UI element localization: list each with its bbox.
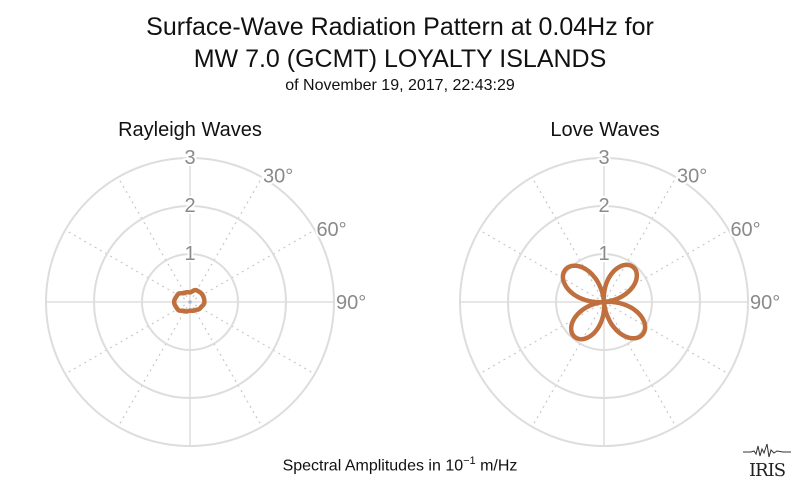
chart-subtitle: of November 19, 2017, 22:43:29 [285, 77, 515, 94]
love-radial-gridline [478, 229, 605, 303]
love-radial-gridline [603, 301, 730, 375]
rayleigh-center-point [188, 300, 192, 304]
rayleigh-radial-gridline [189, 301, 316, 375]
rayleigh-radial-gridline [117, 301, 191, 428]
rayleigh-radial-gridline [189, 229, 316, 303]
rayleigh-ring-2 [93, 205, 287, 399]
love-panel-title: Love Waves [550, 119, 660, 141]
rayleigh-angle-tick-label: 90° [336, 292, 366, 314]
love-radial-gridline [531, 176, 605, 303]
rayleigh-radial-tick-label: 1 [184, 243, 195, 265]
footer-units: Spectral Amplitudes in 10−1 m/Hz [0, 455, 800, 475]
rayleigh-radial-gridline [64, 301, 191, 375]
rayleigh-angle-tick-label: 30° [263, 166, 293, 188]
love-radial-gridline [478, 301, 605, 375]
love-radial-gridline [603, 229, 730, 303]
rayleigh-radial-gridline [189, 301, 263, 428]
rayleigh-radiation-pattern-line [171, 287, 207, 314]
love-ring-2 [507, 205, 701, 399]
love-radial-gridline [603, 176, 677, 303]
rayleigh-radial-gridline [64, 229, 191, 303]
love-radial-gridline [603, 301, 677, 428]
love-radial-gridline [531, 301, 605, 428]
rayleigh-radial-tick-label: 2 [184, 195, 195, 217]
love-radial-tick-label: 2 [598, 195, 609, 217]
love-radial-tick-label: 3 [598, 147, 609, 169]
chart-title-line1: Surface-Wave Radiation Pattern at 0.04Hz… [146, 13, 654, 41]
love-ring-3 [459, 157, 749, 447]
love-angle-tick-label: 90° [750, 292, 780, 314]
iris-logo: IRIS [741, 440, 793, 484]
rayleigh-ring-3 [45, 157, 335, 447]
seismogram-icon [743, 443, 791, 458]
rayleigh-radial-gridline [189, 176, 263, 303]
love-angle-tick-label: 60° [730, 219, 760, 241]
logo-text: IRIS [748, 460, 786, 481]
love-angle-tick-label: 30° [677, 166, 707, 188]
footer-suffix: m/Hz [475, 457, 518, 475]
rayleigh-angle-tick-label: 60° [316, 219, 346, 241]
rayleigh-radial-gridline [117, 176, 191, 303]
love-radiation-pattern-line [560, 262, 648, 342]
rayleigh-panel-title: Rayleigh Waves [118, 119, 262, 141]
footer-exponent: −1 [463, 455, 476, 467]
rayleigh-ring-1 [141, 253, 239, 351]
footer-prefix: Spectral Amplitudes in 10 [282, 457, 464, 475]
rayleigh-radial-tick-label: 3 [184, 147, 195, 169]
chart-title-line2: MW 7.0 (GCMT) LOYALTY ISLANDS [193, 45, 607, 73]
love-radial-tick-label: 1 [598, 243, 609, 265]
love-ring-1 [555, 253, 653, 351]
